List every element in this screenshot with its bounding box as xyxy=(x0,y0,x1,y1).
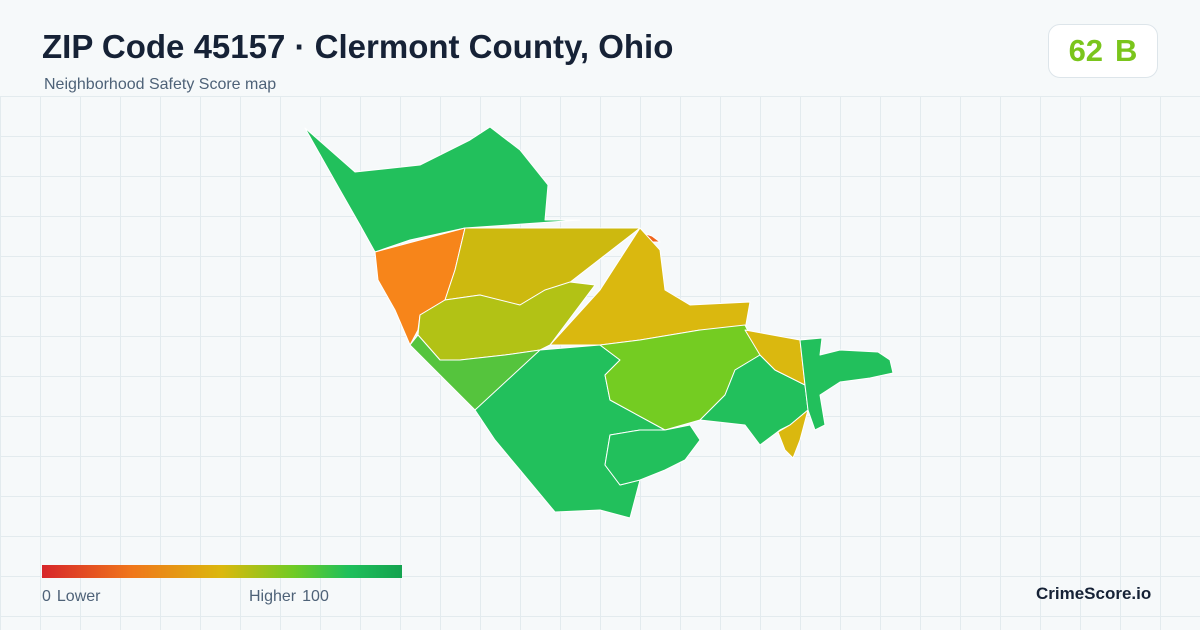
brand: CrimeScore.io xyxy=(1036,584,1152,603)
legend-gradient xyxy=(42,565,402,578)
legend-min: 0 xyxy=(42,588,51,605)
legend-low: 0 Lower xyxy=(42,588,106,606)
score-value: 62 xyxy=(1068,33,1104,68)
header: ZIP Code 45157 · Clermont County, Ohio N… xyxy=(0,0,1200,97)
region xyxy=(304,126,581,253)
region xyxy=(799,337,894,431)
title: ZIP Code 45157 · Clermont County, Ohio xyxy=(42,28,674,65)
legend-min-label: Lower xyxy=(56,588,101,605)
legend-high: Higher 100 xyxy=(249,588,335,606)
legend-max: 100 xyxy=(302,588,329,605)
legend-max-label: Higher xyxy=(249,588,297,605)
region xyxy=(409,334,541,411)
region xyxy=(744,329,806,386)
score-badge: 62 B xyxy=(1048,24,1158,78)
region xyxy=(777,409,809,459)
region xyxy=(604,424,701,486)
score-grade: B xyxy=(1115,33,1138,68)
subtitle: Neighborhood Safety Score map xyxy=(44,76,277,93)
